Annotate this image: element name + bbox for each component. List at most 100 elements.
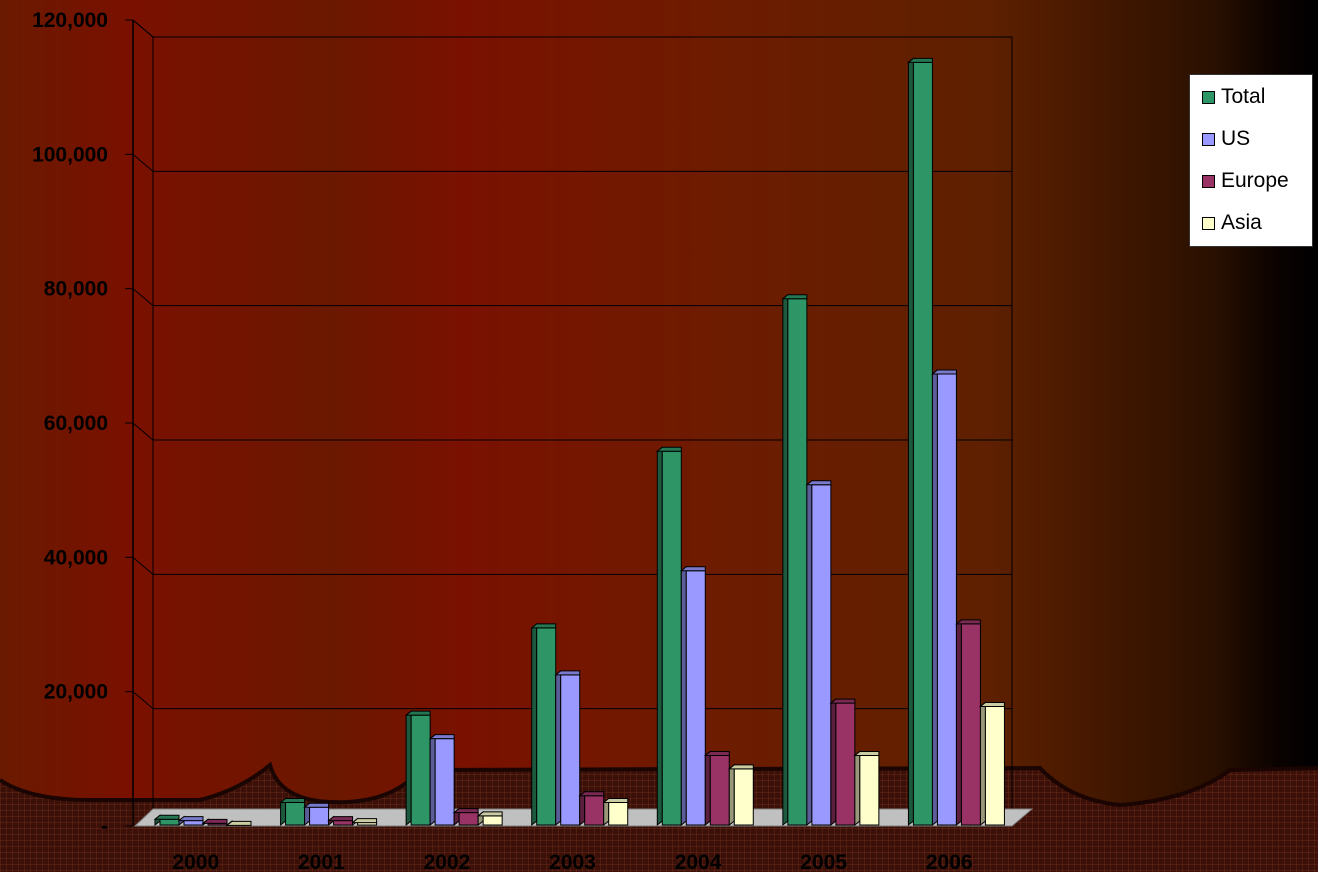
bar-side (931, 368, 938, 827)
legend-item: Europe (1202, 169, 1289, 193)
bar-top (931, 369, 957, 375)
bar (530, 622, 557, 827)
bar (476, 810, 503, 827)
y-tick-label: - (101, 815, 108, 838)
bar-top (404, 710, 431, 716)
bar (829, 698, 856, 827)
bar (554, 669, 581, 827)
bar-top (225, 820, 252, 826)
y-axis-ticks: - 20,000 40,000 60,000 80,000 100,000 120,000 (32, 9, 133, 838)
bar-side (531, 622, 538, 827)
bar-front (584, 795, 605, 826)
bar (679, 565, 706, 827)
bar (303, 802, 330, 827)
legend: Total US Europe Asia (1189, 74, 1313, 247)
bar (781, 293, 808, 827)
bar-top (452, 808, 479, 814)
bar-front (811, 484, 832, 826)
bar-front (482, 815, 503, 826)
bar-top (530, 623, 557, 629)
bar-top (428, 734, 455, 740)
ground-outline (0, 761, 1318, 808)
legend-label: Asia (1221, 211, 1262, 234)
legend-swatch (1202, 90, 1215, 104)
bar-front (912, 61, 933, 826)
bar-top (177, 816, 204, 822)
bar (279, 797, 306, 827)
bar-front (333, 820, 354, 826)
legend-label: Europe (1221, 169, 1289, 192)
legend-item: US (1202, 127, 1250, 151)
bar-side (429, 733, 436, 827)
bar-top (201, 818, 228, 824)
gridline-diagonal (132, 422, 154, 441)
bar (979, 701, 1005, 827)
bar (805, 479, 832, 827)
bar-side (555, 669, 562, 827)
bar-side (680, 565, 687, 827)
legend-item: Total (1202, 85, 1265, 109)
gridline-diagonal (132, 691, 154, 710)
y-tick-label: 20,000 (44, 681, 108, 704)
bar-top (727, 764, 754, 770)
bar (703, 750, 730, 827)
bar (177, 815, 204, 827)
bar-front (661, 450, 682, 826)
bar (727, 763, 754, 827)
x-tick-label: 2006 (926, 851, 973, 872)
bar-front (458, 812, 479, 826)
bar-front (309, 806, 330, 826)
bar-front (285, 801, 306, 826)
gridline-diagonal (132, 153, 154, 172)
bar (655, 446, 682, 827)
legend-item: Asia (1202, 211, 1262, 235)
bar (428, 733, 455, 827)
bar-side (907, 57, 914, 827)
bar-top (554, 670, 581, 676)
bar-side (579, 790, 586, 827)
legend-swatch (1202, 132, 1215, 146)
bars (153, 57, 1005, 827)
bar (153, 814, 180, 827)
bar-top (303, 802, 330, 808)
bar (452, 807, 479, 827)
bar-top (907, 57, 933, 63)
bar-front (159, 818, 180, 826)
bar-side (830, 698, 837, 827)
bar-top (351, 818, 378, 824)
gridline-diagonal (132, 556, 154, 575)
bar-side (405, 710, 412, 827)
x-tick-label: 2005 (800, 851, 847, 872)
bar-front (859, 754, 880, 826)
bar-front (560, 674, 581, 826)
gridline-diagonal (132, 288, 154, 307)
bar-side (728, 763, 735, 827)
bar-side (656, 446, 663, 827)
y-tick-label: 40,000 (44, 546, 108, 569)
bar-top (655, 446, 682, 452)
bar-front (936, 373, 957, 826)
bar-front (787, 298, 808, 826)
bar-top (476, 811, 503, 817)
bar-top (979, 701, 1005, 707)
bar-side (854, 750, 861, 827)
bar-top (781, 294, 808, 300)
x-tick-label: 2000 (172, 851, 219, 872)
bar-top (327, 816, 354, 822)
bar-side (806, 479, 813, 827)
bar (931, 368, 957, 827)
bar (853, 750, 880, 827)
y-tick-label: 100,000 (32, 143, 108, 166)
bar-top (279, 797, 306, 803)
bar-top (578, 791, 605, 797)
bar-side (979, 701, 986, 827)
bar (225, 819, 252, 827)
bar-front (709, 754, 730, 826)
x-tick-label: 2002 (424, 851, 471, 872)
bar-front (536, 627, 557, 826)
bar-side (782, 293, 789, 827)
bar-front (608, 801, 629, 826)
bar-top (679, 566, 706, 572)
bar-top (955, 619, 981, 625)
